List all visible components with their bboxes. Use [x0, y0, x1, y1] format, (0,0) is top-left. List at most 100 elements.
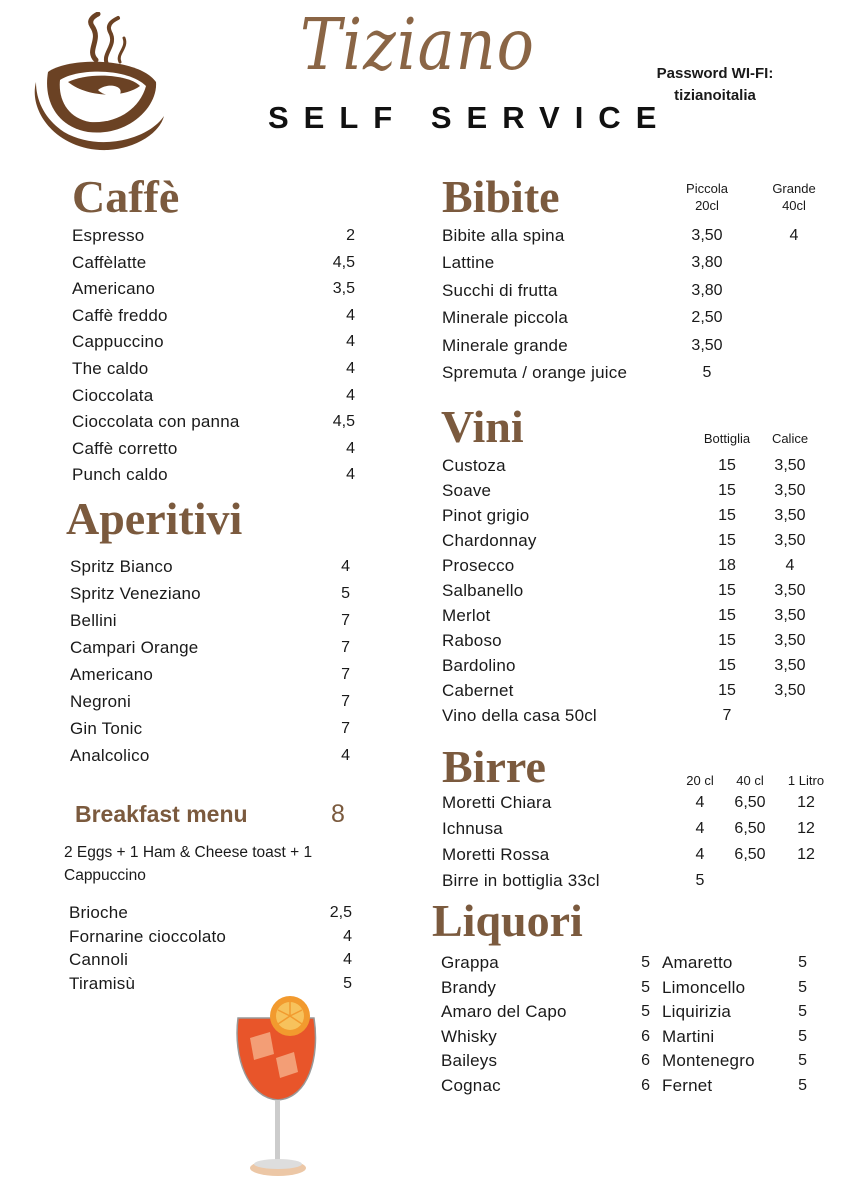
liquori-item-name: Grappa: [441, 953, 499, 972]
aperitivi-item-name: Gin Tonic: [70, 719, 143, 738]
vini-item-name: Salbanello: [442, 581, 524, 600]
caffe-item-price: 4: [346, 439, 355, 457]
caffe-item-price: 4,5: [332, 253, 355, 271]
aperitivi-item-name: Bellini: [70, 611, 117, 630]
bibite-item-price: 2,50: [691, 309, 723, 327]
bibite-item-name: Minerale piccola: [442, 308, 569, 328]
caffe-title: Caffè: [72, 171, 180, 222]
vini-item-price: 3,50: [774, 482, 806, 499]
vini-item-price: 15: [718, 632, 736, 649]
caffe-item-name: Espresso: [72, 226, 145, 245]
caffe-item-name: Caffèlatte: [72, 252, 147, 272]
breakfast-title: Breakfast menu: [75, 801, 248, 827]
wifi-password: tizianoitalia: [674, 87, 756, 104]
birre-item-price: 6,50: [734, 794, 766, 811]
liquori-item-price: 5: [798, 1076, 807, 1094]
vini-item-price: 3,50: [774, 532, 806, 549]
aperitivi-item-name: Americano: [70, 665, 154, 684]
birre-item-name: Moretti Chiara: [442, 793, 552, 812]
vini-item-price: 3,50: [774, 507, 806, 524]
birre-column-header: 20 cl: [686, 773, 714, 788]
vini-item-price: 3,50: [774, 632, 806, 649]
spritz-glass-icon: [236, 996, 317, 1176]
brand-logo-text: Tiziano: [300, 2, 535, 87]
aperitivi-item-name: Spritz Veneziano: [70, 584, 201, 603]
liquori-item-name: Martini: [662, 1026, 715, 1046]
caffe-item-name: Cioccolata: [72, 385, 154, 405]
birre-item-price: 12: [797, 794, 815, 811]
aperitivi-item-name: Negroni: [70, 692, 131, 711]
liquori-item-name: Brandy: [441, 977, 497, 997]
liquori-item-price: 5: [798, 1003, 807, 1020]
bibite-item-price: 3,80: [691, 281, 723, 299]
aperitivi-item-name: Spritz Bianco: [70, 557, 173, 576]
vini-item-price: 15: [718, 582, 736, 599]
vini-item-price: 4: [785, 557, 795, 574]
vini-item-price: 3,50: [774, 582, 806, 599]
vini-item-price: 15: [718, 657, 736, 674]
aperitivi-item-price: 5: [341, 585, 350, 602]
breakfast-item-name: Brioche: [69, 903, 129, 922]
bibite-item-name: Succhi di frutta: [442, 280, 558, 300]
bibite-item-price: 4: [789, 227, 799, 244]
vini-column-header: Calice: [771, 431, 809, 446]
breakfast-item-price: 4: [343, 951, 352, 968]
aperitivi-item-price: 4: [341, 747, 350, 764]
breakfast-item-price: 5: [343, 974, 352, 992]
caffe-item-name: Caffè freddo: [72, 305, 168, 325]
liquori-item-name: Baileys: [441, 1051, 498, 1070]
liquori-item-price: 5: [641, 978, 650, 996]
vini-item-price: 3,50: [774, 457, 806, 474]
birre-item-price: 4: [695, 846, 705, 863]
birre-item-price: 5: [695, 872, 705, 889]
caffe-item-price: 4: [346, 333, 355, 351]
birre-item-price: 4: [695, 820, 705, 837]
vini-item-price: 7: [722, 707, 732, 724]
aperitivi-item-name: Analcolico: [70, 746, 150, 765]
bibite-column-header: Piccola 20cl: [686, 181, 728, 213]
birre-item-name: Ichnusa: [442, 819, 503, 838]
vini-item-price: 15: [718, 682, 736, 699]
liquori-item-price: 5: [798, 978, 807, 996]
liquori-item-name: Amaro del Capo: [441, 1002, 567, 1021]
bibite-item-price: 3,50: [691, 227, 723, 244]
aperitivi-item-price: 7: [341, 639, 350, 656]
birre-item-price: 12: [797, 846, 815, 863]
bibite-item-price: 3,80: [691, 254, 723, 272]
caffe-item-name: Cioccolata con panna: [72, 412, 240, 432]
aperitivi-item-name: Campari Orange: [70, 638, 199, 657]
liquori-item-name: Amaretto: [662, 953, 733, 972]
vini-column-header: Bottiglia: [703, 431, 751, 446]
liquori-title: Liquori: [432, 895, 583, 946]
caffe-item-price: 2: [346, 227, 355, 244]
wifi-info: Password WI-FI: tizianoitalia: [640, 63, 790, 107]
liquori-item-name: Whisky: [441, 1026, 497, 1046]
caffe-item-name: Caffè corretto: [72, 438, 178, 458]
bibite-column-header: Grande 40cl: [772, 181, 816, 213]
liquori-item-price: 6: [641, 1027, 650, 1045]
liquori-item-name: Fernet: [662, 1075, 713, 1095]
breakfast-item-price: 4: [343, 927, 352, 945]
liquori-item-name: Liquirizia: [662, 1002, 732, 1021]
vini-item-price: 3,50: [774, 682, 806, 699]
aperitivi-item-price: 7: [341, 693, 350, 710]
caffe-item-name: Punch caldo: [72, 465, 168, 485]
liquori-item-price: 5: [798, 954, 807, 971]
coffee-cup-icon: [34, 12, 164, 151]
liquori-item-name: Montenegro: [662, 1051, 755, 1070]
bibite-item-name: Spremuta / orange juice: [442, 363, 628, 382]
liquori-item-name: Limoncello: [662, 977, 746, 997]
vini-item-price: 15: [718, 607, 736, 624]
breakfast-price: 8: [331, 800, 345, 828]
vini-item-name: Custoza: [442, 456, 506, 475]
caffe-item-price: 4: [346, 306, 355, 324]
vini-item-price: 15: [718, 532, 736, 549]
aperitivi-item-price: 7: [341, 612, 350, 629]
caffe-item-price: 4,5: [332, 413, 355, 431]
liquori-item-price: 5: [641, 1003, 650, 1020]
liquori-item-price: 6: [641, 1052, 650, 1069]
vini-item-price: 15: [718, 507, 736, 524]
birre-item-price: 12: [797, 820, 815, 837]
liquori-item-name: Cognac: [441, 1075, 501, 1095]
vini-item-name: Cabernet: [442, 681, 514, 700]
